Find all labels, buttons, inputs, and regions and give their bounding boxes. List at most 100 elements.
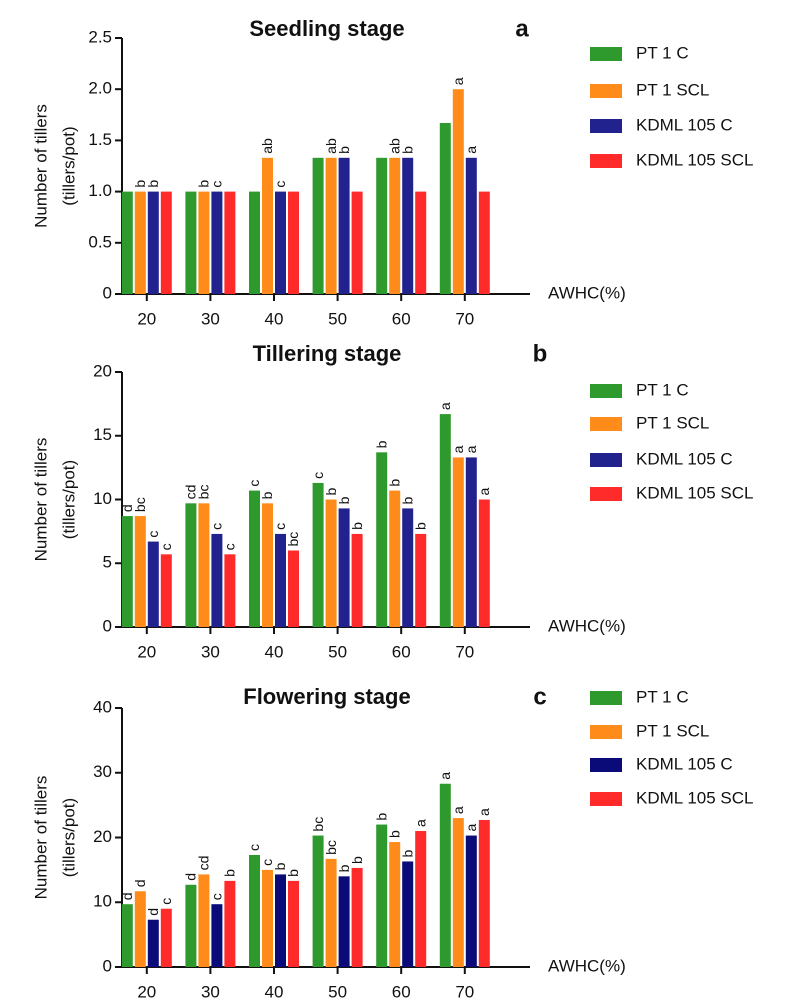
significance-letter: b [222, 869, 238, 877]
bar [249, 490, 260, 627]
x-tick-label: 60 [392, 642, 411, 661]
x-tick-label: 60 [392, 309, 411, 328]
significance-letter: c [158, 898, 174, 905]
chart-title: Seedling stage [249, 16, 404, 41]
bar [465, 157, 477, 294]
significance-letter: a [450, 77, 466, 85]
legend-label: KDML 105 C [636, 754, 733, 773]
bar [160, 191, 172, 294]
significance-letter: b [336, 146, 352, 154]
y-tick-label: 30 [93, 762, 112, 781]
x-tick-label: 70 [455, 309, 474, 328]
significance-letter: bc [196, 485, 212, 500]
bar [185, 884, 197, 967]
legend-swatch [590, 453, 622, 467]
bar [325, 157, 337, 294]
significance-letter: c [158, 543, 174, 550]
significance-letter: cd [183, 485, 199, 500]
y-tick-label: 5 [103, 553, 112, 572]
bar [465, 457, 477, 627]
legend-label: KDML 105 SCL [636, 150, 753, 169]
bar [185, 503, 197, 627]
significance-letter: ab [323, 138, 339, 154]
significance-letter: c [272, 181, 288, 188]
bar [338, 508, 350, 627]
significance-letter: c [209, 181, 225, 188]
bar [262, 869, 273, 967]
significance-letter: a [437, 772, 453, 780]
bar [376, 824, 388, 967]
legend-swatch [590, 691, 622, 705]
significance-letter: d [145, 908, 161, 916]
bar [198, 191, 210, 294]
legend-label: KDML 105 SCL [636, 788, 753, 807]
bar [134, 891, 146, 967]
significance-letter: c [246, 480, 262, 487]
y-tick-label: 10 [93, 489, 112, 508]
legend-swatch [590, 384, 622, 398]
legend-label: KDML 105 C [636, 449, 733, 468]
legend-label: PT 1 C [636, 43, 689, 62]
y-axis-label: Number of tillers [31, 438, 50, 562]
bar [288, 550, 299, 627]
bar [288, 191, 299, 294]
bar [160, 908, 172, 967]
legend-swatch [590, 154, 622, 168]
significance-letter: b [399, 496, 415, 504]
chart-title: Tillering stage [253, 341, 402, 366]
bar [198, 503, 210, 627]
x-tick-label: 20 [137, 642, 156, 661]
bar [351, 533, 363, 627]
significance-letter: b [373, 440, 389, 448]
significance-letter: cd [196, 856, 212, 871]
y-axis-label: Number of tillers [31, 776, 50, 900]
significance-letter: c [209, 893, 225, 900]
bar [185, 191, 197, 294]
bar [275, 191, 286, 294]
bar [376, 157, 388, 294]
bar [415, 831, 427, 967]
legend-swatch [590, 84, 622, 98]
bar [121, 191, 133, 294]
significance-letter: b [349, 856, 365, 864]
significance-letter: d [132, 879, 148, 887]
significance-letter: b [336, 864, 352, 872]
panel-label: b [533, 340, 548, 367]
significance-letter: c [222, 543, 238, 550]
legend-label: PT 1 SCL [636, 413, 709, 432]
significance-letter: b [399, 849, 415, 857]
legend-swatch [590, 792, 622, 806]
significance-letter: b [386, 830, 402, 838]
legend-swatch [590, 417, 622, 431]
x-tick-label: 30 [201, 309, 220, 328]
x-tick-label: 40 [265, 642, 284, 661]
significance-letter: d [183, 873, 199, 881]
bar [147, 541, 159, 627]
significance-letter: b [272, 862, 288, 870]
bar [288, 880, 299, 967]
significance-letter: b [259, 491, 275, 499]
bar [376, 452, 388, 627]
bar [249, 854, 260, 967]
bar [478, 499, 490, 627]
bar [134, 516, 146, 627]
bar [147, 919, 159, 967]
y-tick-label: 0 [103, 616, 112, 635]
chart-title: Flowering stage [243, 684, 410, 709]
significance-letter: b [336, 496, 352, 504]
bar [134, 191, 146, 294]
x-tick-label: 30 [201, 982, 220, 998]
bar [249, 191, 260, 294]
bar [478, 820, 490, 967]
legend-label: PT 1 C [636, 687, 689, 706]
significance-letter: a [463, 146, 479, 154]
bar [338, 157, 350, 294]
bar [325, 858, 337, 967]
y-tick-label: 1.0 [88, 181, 112, 200]
significance-letter: d [119, 892, 135, 900]
bar [402, 861, 414, 967]
y-axis-unit: (tillers/pot) [59, 460, 78, 539]
bar [389, 157, 401, 294]
bar [262, 503, 273, 627]
bar [452, 818, 464, 967]
